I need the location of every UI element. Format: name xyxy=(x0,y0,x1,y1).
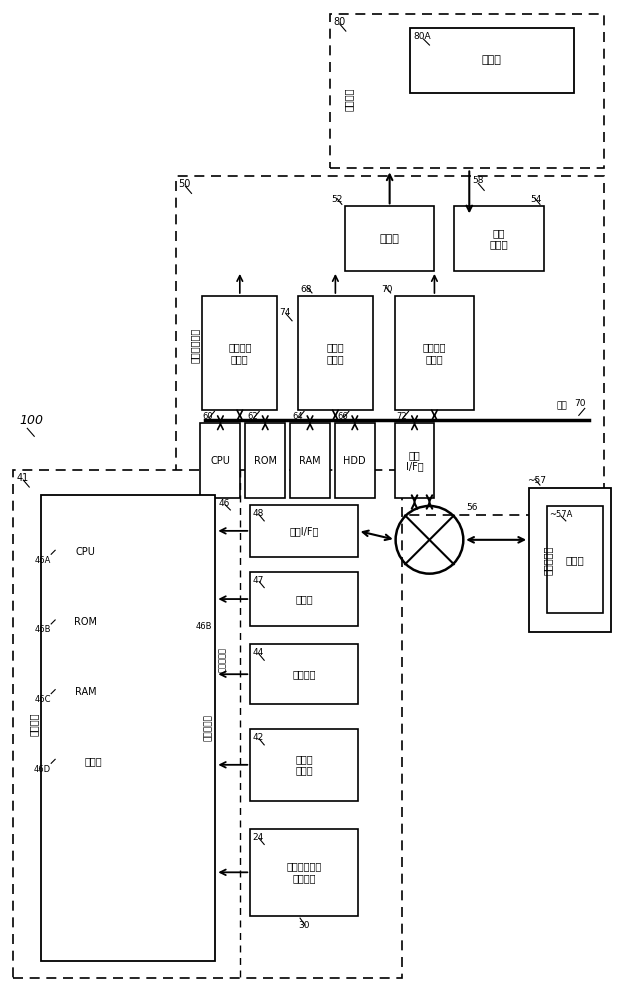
Text: 操作
输入部: 操作 输入部 xyxy=(490,228,509,249)
Bar xyxy=(345,206,435,271)
Text: 68: 68 xyxy=(300,285,311,294)
Text: 操作面板: 操作面板 xyxy=(292,669,316,679)
Text: 66: 66 xyxy=(337,412,348,421)
Bar xyxy=(547,506,603,613)
Bar xyxy=(330,14,604,168)
Bar xyxy=(14,470,402,978)
Text: 80A: 80A xyxy=(413,32,431,41)
Text: 48: 48 xyxy=(253,509,264,518)
Text: 44: 44 xyxy=(253,648,264,657)
Text: 显示器: 显示器 xyxy=(379,234,400,244)
Text: 放射线照射部
放射线源: 放射线照射部 放射线源 xyxy=(287,862,322,883)
Text: 46B: 46B xyxy=(35,625,51,634)
Bar xyxy=(529,488,610,632)
Bar xyxy=(250,829,358,916)
Text: 通信
I/F部: 通信 I/F部 xyxy=(405,450,423,471)
Text: 总线: 总线 xyxy=(557,401,568,410)
Bar xyxy=(53,664,118,719)
Text: 显示部: 显示部 xyxy=(482,55,501,65)
Bar xyxy=(298,296,373,410)
Text: ~57A: ~57A xyxy=(549,510,573,519)
Text: 54: 54 xyxy=(530,195,542,204)
Text: 46A: 46A xyxy=(35,556,51,565)
Text: 47: 47 xyxy=(253,576,264,585)
Text: 24: 24 xyxy=(253,833,264,842)
Text: 管理服务器: 管理服务器 xyxy=(543,546,553,575)
Text: ~57: ~57 xyxy=(527,476,546,485)
Text: RAM: RAM xyxy=(299,456,321,466)
Text: 显示装置: 显示装置 xyxy=(344,87,354,111)
Bar xyxy=(53,525,118,580)
Text: 46B: 46B xyxy=(196,622,212,631)
Text: 线源控制部: 线源控制部 xyxy=(219,647,227,672)
Text: 100: 100 xyxy=(19,414,43,427)
Text: ROM: ROM xyxy=(254,456,277,466)
Text: 50: 50 xyxy=(179,179,191,189)
Text: 图像处理装置: 图像处理装置 xyxy=(189,328,199,363)
Text: 56: 56 xyxy=(466,503,478,512)
Text: RAM: RAM xyxy=(75,687,97,697)
Text: 52: 52 xyxy=(332,195,343,204)
Text: 58: 58 xyxy=(472,176,484,185)
Bar xyxy=(290,423,330,498)
Bar xyxy=(201,423,240,498)
Text: 存储部: 存储部 xyxy=(84,756,102,766)
Bar xyxy=(410,28,574,93)
Bar xyxy=(454,206,544,271)
Text: 70: 70 xyxy=(574,399,586,408)
Bar xyxy=(250,505,358,557)
Text: ROM: ROM xyxy=(74,617,97,627)
Text: 显示器: 显示器 xyxy=(295,594,313,604)
Text: 62: 62 xyxy=(247,412,258,421)
Text: CPU: CPU xyxy=(210,456,230,466)
Text: 46C: 46C xyxy=(35,695,51,704)
Text: 72: 72 xyxy=(397,412,407,421)
Text: 64: 64 xyxy=(292,412,303,421)
Bar xyxy=(250,729,358,801)
Text: CPU: CPU xyxy=(76,547,95,557)
Bar xyxy=(53,734,133,789)
Text: 操作输入
检测部: 操作输入 检测部 xyxy=(423,342,446,364)
Bar xyxy=(53,595,118,649)
Text: HDD: HDD xyxy=(344,456,366,466)
Bar xyxy=(202,296,277,410)
Text: 存储部: 存储部 xyxy=(565,555,584,565)
Text: 30: 30 xyxy=(298,921,310,930)
Bar xyxy=(335,423,374,498)
Text: 线源控制部: 线源控制部 xyxy=(204,715,212,741)
Text: 图像信号
出力部: 图像信号 出力部 xyxy=(228,342,251,364)
Bar xyxy=(250,644,358,704)
Text: 46: 46 xyxy=(219,499,230,508)
Bar xyxy=(245,423,285,498)
Bar xyxy=(176,176,604,515)
Text: 46D: 46D xyxy=(34,765,51,774)
Text: 放射线
检测器: 放射线 检测器 xyxy=(295,754,313,776)
Text: 摄影装置: 摄影装置 xyxy=(28,712,38,736)
Text: 通信I/F部: 通信I/F部 xyxy=(289,526,319,536)
Text: 42: 42 xyxy=(253,733,264,742)
Text: 41: 41 xyxy=(16,473,28,483)
Text: 80: 80 xyxy=(333,17,345,27)
Text: 60: 60 xyxy=(202,412,213,421)
Bar xyxy=(395,296,474,410)
Bar xyxy=(395,423,435,498)
Bar xyxy=(41,495,215,961)
Text: 70: 70 xyxy=(381,285,392,294)
Bar xyxy=(250,572,358,626)
Text: 74: 74 xyxy=(279,308,290,317)
Text: 显示器
驱动器: 显示器 驱动器 xyxy=(327,342,344,364)
